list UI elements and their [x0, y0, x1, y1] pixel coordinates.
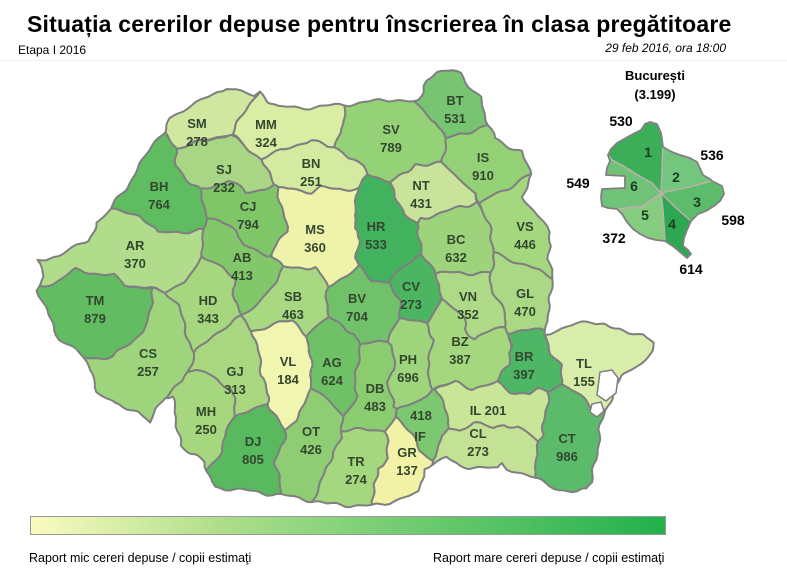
svg-text:372: 372 — [602, 230, 626, 246]
svg-text:413: 413 — [231, 268, 253, 283]
svg-text:257: 257 — [137, 364, 159, 379]
svg-text:CL: CL — [469, 426, 486, 441]
svg-text:MM: MM — [255, 117, 277, 132]
svg-text:397: 397 — [513, 367, 535, 382]
svg-text:273: 273 — [467, 444, 489, 459]
svg-text:463: 463 — [282, 307, 304, 322]
svg-text:TL: TL — [576, 356, 592, 371]
svg-text:431: 431 — [410, 196, 432, 211]
svg-text:AG: AG — [322, 355, 342, 370]
svg-text:BH: BH — [150, 179, 169, 194]
svg-text:530: 530 — [609, 113, 633, 129]
svg-text:536: 536 — [700, 147, 724, 163]
svg-text:232: 232 — [213, 180, 235, 195]
svg-text:614: 614 — [679, 261, 703, 277]
svg-text:CS: CS — [139, 346, 157, 361]
svg-text:789: 789 — [380, 140, 402, 155]
svg-text:BN: BN — [302, 156, 321, 171]
svg-text:137: 137 — [396, 463, 418, 478]
svg-text:696: 696 — [397, 370, 419, 385]
svg-text:360: 360 — [304, 240, 326, 255]
svg-text:1: 1 — [644, 144, 652, 160]
svg-text:343: 343 — [197, 311, 219, 326]
svg-text:250: 250 — [195, 422, 217, 437]
svg-text:251: 251 — [300, 174, 322, 189]
svg-text:TR: TR — [347, 454, 365, 469]
svg-text:704: 704 — [346, 309, 368, 324]
svg-text:387: 387 — [449, 352, 471, 367]
svg-text:CV: CV — [402, 279, 420, 294]
svg-text:805: 805 — [242, 452, 264, 467]
svg-text:GR: GR — [397, 445, 417, 460]
svg-text:531: 531 — [444, 111, 466, 126]
svg-text:IL 201: IL 201 — [470, 403, 507, 418]
svg-text:MS: MS — [305, 222, 325, 237]
svg-text:BT: BT — [446, 93, 463, 108]
svg-text:418: 418 — [410, 408, 432, 423]
svg-text:5: 5 — [641, 207, 649, 223]
svg-text:IF: IF — [414, 429, 426, 444]
svg-text:6: 6 — [630, 178, 638, 194]
svg-text:SJ: SJ — [216, 162, 232, 177]
svg-text:DB: DB — [366, 381, 385, 396]
svg-text:910: 910 — [472, 168, 494, 183]
svg-text:764: 764 — [148, 197, 170, 212]
svg-text:GJ: GJ — [226, 364, 243, 379]
svg-text:VL: VL — [280, 354, 297, 369]
svg-text:BZ: BZ — [451, 334, 468, 349]
svg-text:274: 274 — [345, 472, 367, 487]
svg-text:370: 370 — [124, 256, 146, 271]
svg-text:PH: PH — [399, 352, 417, 367]
svg-text:549: 549 — [566, 175, 590, 191]
svg-text:HR: HR — [367, 219, 386, 234]
svg-text:4: 4 — [668, 216, 676, 232]
svg-text:CT: CT — [558, 431, 575, 446]
svg-text:313: 313 — [224, 382, 246, 397]
svg-text:AR: AR — [126, 238, 145, 253]
svg-text:624: 624 — [321, 373, 343, 388]
svg-text:SV: SV — [382, 122, 400, 137]
svg-text:AB: AB — [233, 250, 252, 265]
svg-text:VN: VN — [459, 289, 477, 304]
svg-text:BC: BC — [447, 232, 466, 247]
svg-text:TM: TM — [86, 293, 105, 308]
svg-text:986: 986 — [556, 449, 578, 464]
svg-text:879: 879 — [84, 311, 106, 326]
svg-text:794: 794 — [237, 217, 259, 232]
svg-text:2: 2 — [672, 169, 680, 185]
svg-text:352: 352 — [457, 307, 479, 322]
svg-text:155: 155 — [573, 374, 595, 389]
svg-text:DJ: DJ — [245, 434, 262, 449]
svg-text:MH: MH — [196, 404, 216, 419]
svg-text:533: 533 — [365, 237, 387, 252]
svg-text:BV: BV — [348, 291, 366, 306]
svg-text:SB: SB — [284, 289, 302, 304]
svg-text:HD: HD — [199, 293, 218, 308]
svg-text:470: 470 — [514, 304, 536, 319]
svg-text:GL: GL — [516, 286, 534, 301]
svg-text:446: 446 — [514, 237, 536, 252]
svg-text:BR: BR — [515, 349, 534, 364]
svg-text:483: 483 — [364, 399, 386, 414]
svg-text:278: 278 — [186, 134, 208, 149]
svg-text:SM: SM — [187, 116, 207, 131]
svg-text:632: 632 — [445, 250, 467, 265]
svg-text:184: 184 — [277, 372, 299, 387]
svg-text:3: 3 — [693, 194, 701, 210]
svg-text:324: 324 — [255, 135, 277, 150]
svg-text:IS: IS — [477, 150, 490, 165]
svg-text:273: 273 — [400, 297, 422, 312]
svg-text:CJ: CJ — [240, 199, 257, 214]
svg-text:426: 426 — [300, 442, 322, 457]
svg-text:OT: OT — [302, 424, 320, 439]
svg-text:598: 598 — [721, 212, 745, 228]
svg-text:VS: VS — [516, 219, 534, 234]
svg-text:NT: NT — [412, 178, 429, 193]
